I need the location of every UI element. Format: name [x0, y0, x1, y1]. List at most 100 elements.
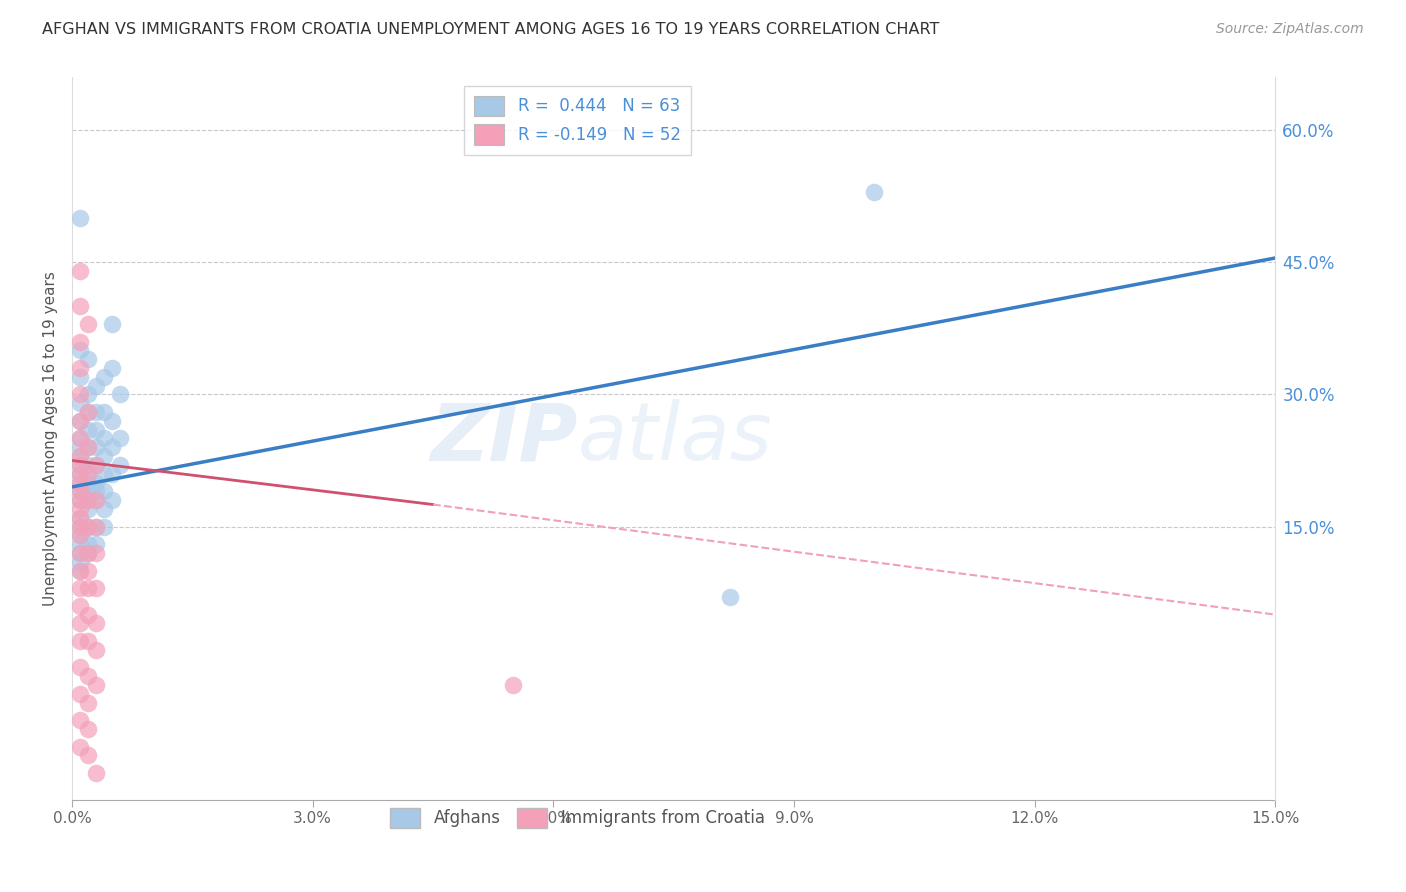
Point	[93, 502, 115, 516]
Text: AFGHAN VS IMMIGRANTS FROM CROATIA UNEMPLOYMENT AMONG AGES 16 TO 19 YEARS CORRELA: AFGHAN VS IMMIGRANTS FROM CROATIA UNEMPL…	[42, 22, 939, 37]
Point	[69, 546, 91, 560]
Point	[77, 634, 100, 648]
Point	[84, 405, 107, 419]
Text: atlas: atlas	[578, 400, 772, 477]
Text: Source: ZipAtlas.com: Source: ZipAtlas.com	[1216, 22, 1364, 37]
Point	[69, 211, 91, 226]
Point	[69, 484, 91, 499]
Point	[77, 493, 100, 508]
Point	[84, 493, 107, 508]
Point	[77, 581, 100, 595]
Point	[502, 678, 524, 692]
Point	[69, 264, 91, 278]
Point	[77, 475, 100, 490]
Point	[84, 616, 107, 631]
Point	[93, 449, 115, 463]
Point	[84, 643, 107, 657]
Point	[69, 467, 91, 481]
Point	[77, 467, 100, 481]
Point	[93, 432, 115, 446]
Point	[77, 546, 100, 560]
Point	[101, 317, 124, 331]
Point	[77, 405, 100, 419]
Point	[84, 766, 107, 780]
Point	[69, 537, 91, 551]
Point	[69, 369, 91, 384]
Point	[69, 458, 91, 472]
Point	[101, 361, 124, 376]
Point	[69, 493, 91, 508]
Point	[69, 414, 91, 428]
Point	[69, 396, 91, 410]
Point	[101, 414, 124, 428]
Point	[77, 440, 100, 454]
Point	[69, 432, 91, 446]
Point	[84, 458, 107, 472]
Point	[93, 369, 115, 384]
Point	[69, 449, 91, 463]
Point	[69, 528, 91, 542]
Point	[84, 546, 107, 560]
Point	[69, 564, 91, 578]
Point	[69, 687, 91, 701]
Point	[69, 564, 91, 578]
Point	[77, 423, 100, 437]
Point	[69, 519, 91, 533]
Point	[69, 555, 91, 569]
Point	[69, 634, 91, 648]
Point	[69, 387, 91, 401]
Point	[84, 440, 107, 454]
Point	[69, 599, 91, 613]
Point	[77, 607, 100, 622]
Point	[69, 449, 91, 463]
Text: ZIP: ZIP	[430, 400, 578, 477]
Point	[108, 432, 131, 446]
Point	[77, 546, 100, 560]
Point	[77, 502, 100, 516]
Point	[69, 334, 91, 349]
Point	[69, 493, 91, 508]
Point	[84, 493, 107, 508]
Point	[77, 458, 100, 472]
Point	[93, 405, 115, 419]
Point	[108, 387, 131, 401]
Point	[84, 581, 107, 595]
Point	[77, 519, 100, 533]
Point	[69, 502, 91, 516]
Point	[69, 546, 91, 560]
Point	[101, 467, 124, 481]
Legend: Afghans, Immigrants from Croatia: Afghans, Immigrants from Croatia	[384, 801, 772, 835]
Point	[84, 458, 107, 472]
Point	[69, 581, 91, 595]
Point	[77, 722, 100, 736]
Point	[84, 378, 107, 392]
Point	[69, 519, 91, 533]
Point	[69, 616, 91, 631]
Point	[77, 484, 100, 499]
Point	[69, 467, 91, 481]
Point	[69, 432, 91, 446]
Point	[718, 590, 741, 604]
Point	[101, 440, 124, 454]
Point	[77, 352, 100, 367]
Point	[69, 475, 91, 490]
Point	[101, 493, 124, 508]
Point	[69, 414, 91, 428]
Point	[93, 484, 115, 499]
Point	[77, 537, 100, 551]
Point	[69, 739, 91, 754]
Point	[863, 185, 886, 199]
Point	[77, 669, 100, 683]
Point	[77, 440, 100, 454]
Point	[84, 537, 107, 551]
Point	[77, 317, 100, 331]
Point	[69, 458, 91, 472]
Point	[69, 475, 91, 490]
Point	[77, 748, 100, 763]
Point	[69, 528, 91, 542]
Point	[77, 493, 100, 508]
Point	[84, 484, 107, 499]
Point	[84, 475, 107, 490]
Point	[108, 458, 131, 472]
Point	[69, 440, 91, 454]
